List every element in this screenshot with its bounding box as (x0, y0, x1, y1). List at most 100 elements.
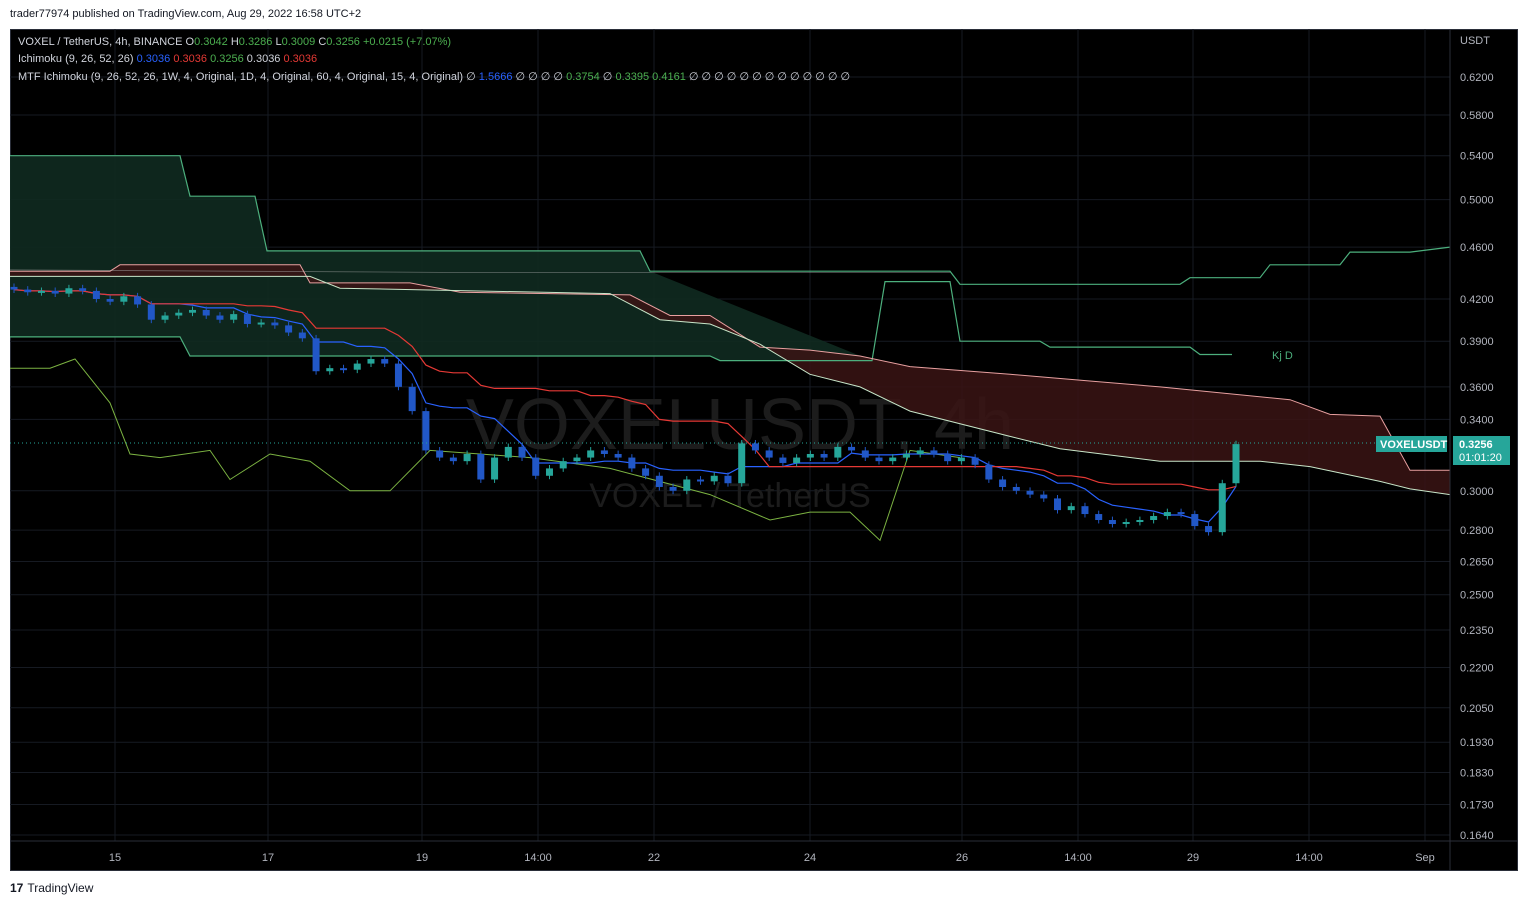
candle-body (312, 338, 320, 372)
price-tag: VOXELUSDT 0.3256 01:01:20 (1376, 436, 1510, 465)
candle-body (353, 363, 361, 370)
candle-body (285, 325, 293, 333)
kijun-line (13, 289, 1237, 491)
candle-body (600, 450, 608, 454)
y-tick-label: 0.3900 (1460, 336, 1494, 348)
y-tick-label: 0.3600 (1460, 382, 1494, 394)
watermark-name: VOXEL / TetherUS (589, 477, 871, 515)
x-tick-label: Sep (1415, 852, 1435, 864)
candle-body (902, 453, 910, 458)
candle-body (51, 290, 59, 294)
candle-body (573, 457, 581, 462)
candle-body (669, 486, 677, 491)
candle-body (92, 290, 100, 299)
candle-body (65, 288, 73, 294)
candle-body (971, 457, 979, 465)
ichimoku-kumo (10, 264, 1450, 495)
candle-body (710, 475, 718, 482)
y-tick-label: 0.1730 (1460, 800, 1494, 812)
candle-body (820, 453, 828, 458)
candle-body (1081, 506, 1089, 515)
y-tick-label: 0.5800 (1460, 110, 1494, 122)
y-tick-label: 0.3400 (1460, 414, 1494, 426)
tradingview-brand[interactable]: 17 TradingView (10, 881, 94, 895)
y-tick-label: 0.2650 (1460, 556, 1494, 568)
ichimoku-clouds (10, 155, 1450, 495)
x-tick-label: 22 (648, 852, 660, 864)
x-tick-label: 24 (804, 852, 816, 864)
candle-body (545, 468, 553, 476)
candle-body (1150, 516, 1158, 521)
candle-body (916, 450, 924, 454)
chart-canvas[interactable]: VOXELUSDT, 4h VOXEL / TetherUS Kj D USDT… (10, 29, 1518, 871)
price-axis: USDT 0.6200 0.5800 0.5400 0.5000 0.4600 0.4200… (1449, 29, 1494, 871)
y-tick-label: 0.1930 (1460, 737, 1494, 749)
y-tick-label: 0.4600 (1460, 242, 1494, 254)
candle-body (751, 443, 759, 451)
candle-body (106, 298, 114, 302)
legend-mtf-row[interactable]: MTF Ichimoku (9, 26, 52, 26, 1W, 4, Orig… (18, 71, 851, 83)
x-tick-label: 17 (262, 852, 274, 864)
candle-body (491, 457, 499, 480)
candle-body (930, 450, 938, 454)
x-tick-label: 19 (416, 852, 428, 864)
candle-body (1012, 486, 1020, 491)
x-tick-label: 29 (1187, 852, 1199, 864)
candle-body (1108, 520, 1116, 525)
candle-body (10, 286, 18, 290)
candle-body (999, 479, 1007, 487)
y-tick-label: 0.2200 (1460, 663, 1494, 675)
candle-body (120, 296, 128, 302)
candle-body (779, 457, 787, 463)
price-tag-price: 0.3256 (1459, 439, 1493, 451)
legend-ichimoku-row[interactable]: Ichimoku (9, 26, 52, 26) 0.3036 0.3036 0… (18, 53, 318, 65)
y-tick-label: 0.2500 (1460, 590, 1494, 602)
published-header: trader77974 published on TradingView.com… (10, 8, 362, 20)
x-tick-label: 14:00 (1295, 852, 1323, 864)
legend-close: 0.3256 (326, 36, 360, 48)
candle-body (765, 450, 773, 458)
y-tick-label: 0.6200 (1460, 72, 1494, 84)
legend-mtf-label: MTF Ichimoku (9, 26, 52, 26, 1W, 4, Orig… (18, 71, 464, 83)
candle-body (449, 457, 457, 462)
candle-body (793, 457, 801, 463)
mtf-cloud (10, 155, 872, 361)
y-tick-label: 0.4200 (1460, 294, 1494, 306)
y-tick-label: 0.5000 (1460, 195, 1494, 207)
candle-body (1218, 483, 1226, 533)
candle-body (1177, 512, 1185, 515)
legend-ichimoku-label: Ichimoku (9, 26, 52, 26) (18, 53, 134, 65)
candle-body (408, 386, 416, 412)
legend-change: +0.0215 (+7.07%) (363, 36, 452, 48)
candle-body (834, 446, 842, 458)
candle-body (257, 322, 265, 325)
candle-body (614, 453, 622, 458)
mtf-mid-line (10, 269, 950, 273)
candle-body (340, 368, 348, 371)
x-tick-label: 15 (109, 852, 121, 864)
candle-body (806, 453, 814, 458)
candle-body (1232, 444, 1240, 484)
mtf-upper-line (10, 155, 1451, 285)
candle-body (1191, 514, 1199, 527)
candle-body (861, 450, 869, 458)
tenkan-line (13, 289, 1237, 523)
x-tick-label: 26 (956, 852, 968, 864)
candle-body (202, 309, 210, 316)
candle-body (683, 479, 691, 491)
candle-body (463, 453, 471, 462)
x-tick-label: 14:00 (1064, 852, 1092, 864)
legend-symbol-row[interactable]: VOXEL / TetherUS, 4h, BINANCE O0.3042 H0… (18, 36, 452, 48)
candle-body (944, 453, 952, 462)
candle-body (559, 461, 567, 469)
candle-body (628, 457, 636, 469)
candle-body (532, 457, 540, 476)
candle-body (1067, 506, 1075, 511)
candlestick-series (10, 283, 1240, 536)
candle-body (24, 289, 32, 293)
y-tick-label: 0.1830 (1460, 768, 1494, 780)
candle-body (1040, 494, 1048, 499)
candle-body (957, 457, 965, 462)
candle-body (985, 464, 993, 480)
candle-body (1095, 514, 1103, 521)
